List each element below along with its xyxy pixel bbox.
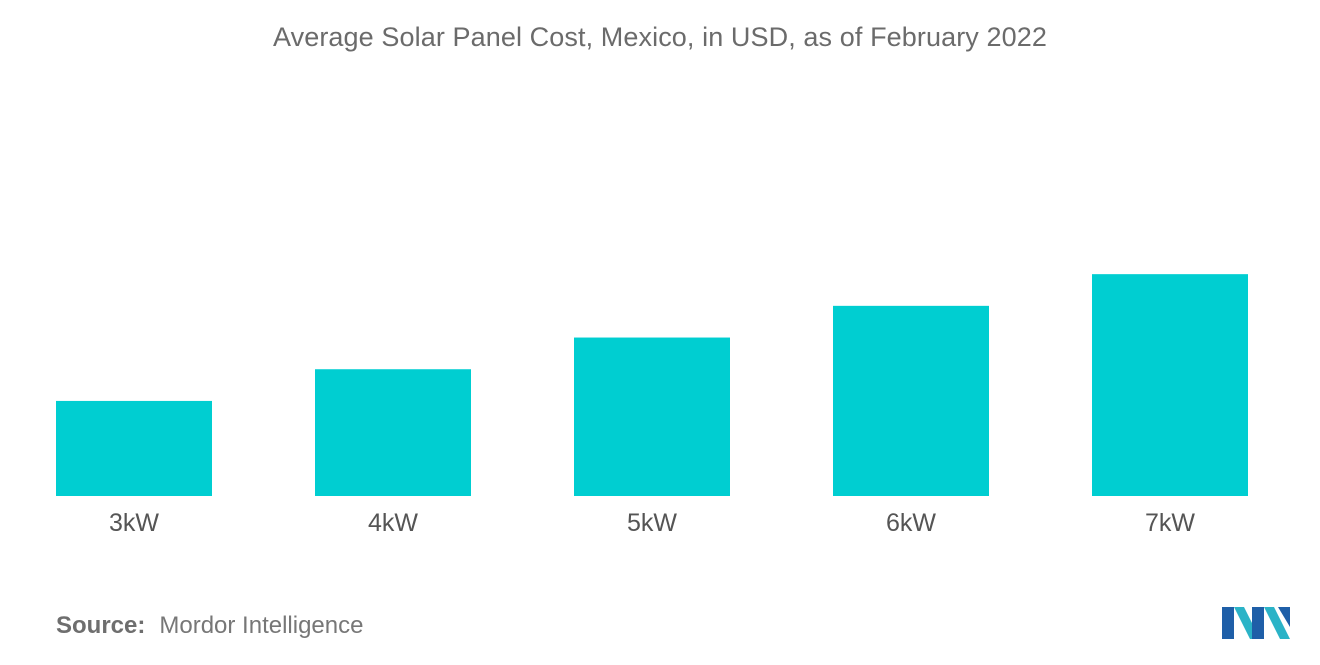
bar-4kW: [315, 369, 471, 496]
chart-title: Average Solar Panel Cost, Mexico, in USD…: [273, 22, 1047, 52]
logo-shape-4: [1264, 607, 1290, 639]
x-tick-label-7kW: 7kW: [1145, 509, 1195, 537]
x-axis-tick-labels: 3kW 4kW 5kW 6kW 7kW: [109, 509, 1195, 537]
bar-3kW: [56, 400, 212, 496]
x-tick-label-5kW: 5kW: [627, 509, 677, 537]
logo-shape-3: [1252, 607, 1264, 639]
mordor-intelligence-logo-icon: [1222, 607, 1290, 639]
bar-6kW: [833, 305, 989, 496]
x-tick-label-6kW: 6kW: [886, 509, 936, 537]
bars-group: [56, 274, 1248, 496]
x-tick-label-3kW: 3kW: [109, 509, 159, 537]
x-tick-label-4kW: 4kW: [368, 509, 418, 537]
logo-shape-5: [1278, 607, 1290, 627]
source-text: Mordor Intelligence: [159, 612, 364, 639]
bar-5kW: [574, 337, 730, 496]
source-label: Source:: [56, 612, 146, 639]
bar-7kW: [1092, 274, 1248, 496]
source-note: Source: Mordor Intelligence: [56, 612, 363, 640]
logo-shape-1: [1222, 607, 1234, 639]
